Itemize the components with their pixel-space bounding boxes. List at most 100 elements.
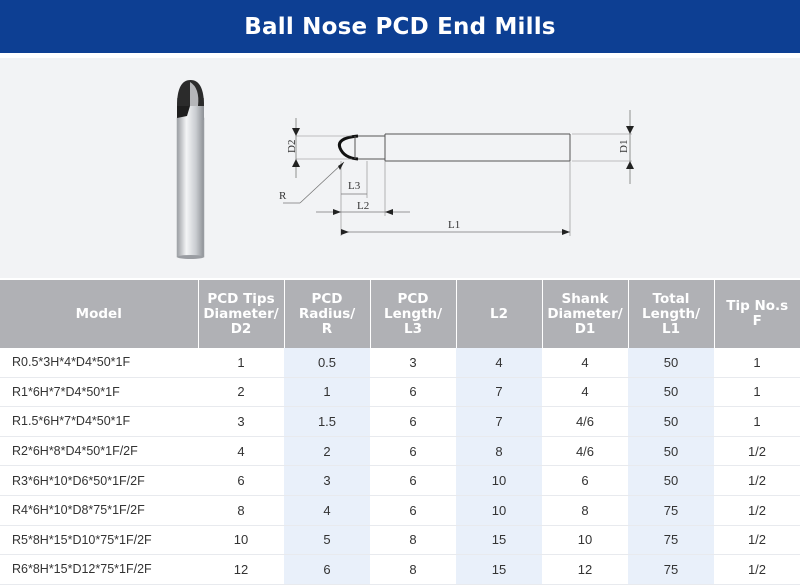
- value-cell: 12: [198, 554, 284, 585]
- end-mill-diagram: D2 D1 R L3 L2 L1: [176, 80, 634, 259]
- dimension-arrows: [292, 126, 634, 235]
- value-cell: 1/2: [714, 436, 800, 467]
- column-header-line: Total: [652, 290, 690, 307]
- model-cell: R6*8H*15*D12*75*1F/2F: [0, 554, 198, 585]
- title-banner: Ball Nose PCD End Mills: [0, 0, 800, 53]
- column-header-line: F: [752, 313, 762, 329]
- column-header: Total Length/L1: [627, 280, 714, 348]
- value-cell: 1: [714, 377, 800, 408]
- model-cell: R1.5*6H*7*D4*50*1F: [0, 406, 198, 437]
- column-header-line: L2: [490, 305, 508, 322]
- table-header-row: Model PCD Tips Diameter/D2 PCD Radius/R PCD Le…: [0, 280, 800, 348]
- value-cell: 7: [456, 406, 542, 437]
- table-row: R1.5*6H*7*D4*50*1F 3 1.5 6 7 4/6 50 1: [0, 406, 800, 437]
- column-header-line: PCD: [397, 290, 429, 307]
- r-label: R: [279, 190, 287, 202]
- value-cell: 75: [628, 495, 714, 526]
- value-cell: 4/6: [542, 406, 628, 437]
- value-cell: 4: [456, 348, 542, 378]
- value-cell: 1/2: [714, 495, 800, 526]
- value-cell: 2: [198, 377, 284, 408]
- model-cell: R3*6H*10*D6*50*1F/2F: [0, 465, 198, 496]
- tool-render-image: [176, 80, 205, 259]
- value-cell: 1: [714, 348, 800, 378]
- value-cell: 6: [370, 436, 456, 467]
- value-cell: 8: [542, 495, 628, 526]
- value-cell: 50: [628, 348, 714, 378]
- column-header: Model: [0, 280, 198, 348]
- value-cell: 7: [456, 377, 542, 408]
- column-header: Shank Diameter/D1: [541, 280, 628, 348]
- value-cell: 6: [370, 377, 456, 408]
- table-row: R3*6H*10*D6*50*1F/2F 6 3 6 10 6 50 1/2: [0, 465, 800, 496]
- value-cell: 10: [456, 465, 542, 496]
- value-cell: 10: [542, 525, 628, 556]
- value-cell: 1/2: [714, 465, 800, 496]
- value-cell: 6: [542, 465, 628, 496]
- value-cell: 4/6: [542, 436, 628, 467]
- value-cell: 10: [456, 495, 542, 526]
- column-header-line: Radius/: [298, 305, 356, 322]
- value-cell: 1/2: [714, 525, 800, 556]
- value-cell: 12: [542, 554, 628, 585]
- model-cell: R4*6H*10*D8*75*1F/2F: [0, 495, 198, 526]
- tool-outline-drawing: [283, 110, 632, 236]
- value-cell: 50: [628, 465, 714, 496]
- spec-table: Model PCD Tips Diameter/D2 PCD Radius/R PCD Le…: [0, 280, 800, 585]
- table-body: R0.5*3H*4*D4*50*1F 1 0.5 3 4 4 50 1 R1*6H*7*D4*5…: [0, 348, 800, 585]
- value-cell: 1: [198, 348, 284, 378]
- value-cell: 6: [198, 465, 284, 496]
- column-header-line: Diameter/: [547, 305, 623, 322]
- column-header: L2: [455, 280, 542, 348]
- table-row: R2*6H*8*D4*50*1F/2F 4 2 6 8 4/6 50 1/2: [0, 436, 800, 467]
- value-cell: 1/2: [714, 554, 800, 585]
- value-cell: 15: [456, 525, 542, 556]
- value-cell: 4: [284, 495, 370, 526]
- d2-label: D2: [286, 140, 298, 153]
- technical-drawing: D2 D1 R L3 L2 L1: [0, 58, 800, 278]
- value-cell: 0.5: [284, 348, 370, 378]
- value-cell: 5: [284, 525, 370, 556]
- value-cell: 4: [542, 348, 628, 378]
- value-cell: 4: [542, 377, 628, 408]
- d1-label: D1: [618, 140, 630, 153]
- model-cell: R1*6H*7*D4*50*1F: [0, 377, 198, 408]
- l2-label: L2: [357, 200, 369, 212]
- value-cell: 50: [628, 436, 714, 467]
- value-cell: 6: [370, 406, 456, 437]
- l3-label: L3: [348, 180, 361, 192]
- column-header-line: D2: [230, 320, 252, 337]
- value-cell: 6: [370, 465, 456, 496]
- value-cell: 6: [370, 495, 456, 526]
- column-header: PCD Tips Diameter/D2: [197, 280, 284, 348]
- model-cell: R2*6H*8*D4*50*1F/2F: [0, 436, 198, 467]
- table-row: R5*8H*15*D10*75*1F/2F 10 5 8 15 10 75 1/2: [0, 525, 800, 556]
- column-header-line: Diameter/: [203, 305, 279, 322]
- value-cell: 1: [284, 377, 370, 408]
- value-cell: 6: [284, 554, 370, 585]
- value-cell: 1: [714, 406, 800, 437]
- column-header-line: L1: [662, 320, 680, 337]
- value-cell: 10: [198, 525, 284, 556]
- value-cell: 2: [284, 436, 370, 467]
- table-row: R6*8H*15*D12*75*1F/2F 12 6 8 15 12 75 1/2: [0, 554, 800, 585]
- column-header: PCD Length/L3: [369, 280, 456, 348]
- model-cell: R5*8H*15*D10*75*1F/2F: [0, 525, 198, 556]
- model-cell: R0.5*3H*4*D4*50*1F: [0, 348, 198, 378]
- column-header-line: Model: [75, 305, 122, 322]
- value-cell: 4: [198, 436, 284, 467]
- column-header-line: Shank: [561, 290, 609, 307]
- column-header-line: R: [321, 320, 333, 337]
- column-header-line: PCD: [311, 290, 343, 307]
- column-header-line: Length/: [641, 305, 701, 322]
- table-row: R4*6H*10*D8*75*1F/2F 8 4 6 10 8 75 1/2: [0, 495, 800, 526]
- column-header-line: Tip No.s: [726, 298, 789, 314]
- column-header: Tip No.s F: [713, 280, 800, 348]
- value-cell: 75: [628, 554, 714, 585]
- column-header-line: PCD Tips: [207, 290, 275, 307]
- column-header: PCD Radius/R: [283, 280, 370, 348]
- value-cell: 8: [456, 436, 542, 467]
- value-cell: 50: [628, 406, 714, 437]
- page-title: Ball Nose PCD End Mills: [244, 13, 556, 40]
- table-row: R1*6H*7*D4*50*1F 2 1 6 7 4 50 1: [0, 377, 800, 408]
